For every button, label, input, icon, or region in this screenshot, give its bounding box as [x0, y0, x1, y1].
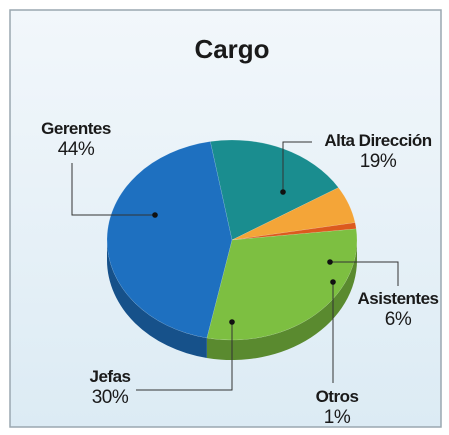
slice-label: Jefas [90, 367, 131, 386]
slice-label: Asistentes [358, 289, 439, 308]
leader-line [136, 322, 233, 391]
leader-dot [229, 319, 235, 325]
slice-label: Alta Dirección [324, 131, 431, 150]
slice-value: 19% [360, 151, 397, 172]
leader-dot [152, 212, 158, 218]
slice-label: Gerentes [41, 119, 111, 138]
leader-line [330, 261, 399, 286]
chart-title: Cargo [194, 34, 269, 64]
slice-value: 44% [58, 139, 95, 160]
pie-slice [106, 141, 233, 339]
slice-value: 1% [324, 407, 351, 428]
pie-slice [206, 228, 358, 341]
leader-dot [327, 259, 333, 265]
slice-value: 6% [385, 309, 412, 330]
pie-side [107, 240, 207, 358]
leader-line [282, 141, 312, 192]
leader-dot [280, 189, 286, 195]
pie-side [206, 240, 357, 360]
slice-label: Otros [316, 387, 359, 406]
leader-line [71, 163, 155, 216]
slice-value: 30% [92, 387, 129, 408]
pie-slice [231, 187, 356, 241]
pie-slice [231, 222, 357, 241]
leader-dot [330, 279, 336, 285]
